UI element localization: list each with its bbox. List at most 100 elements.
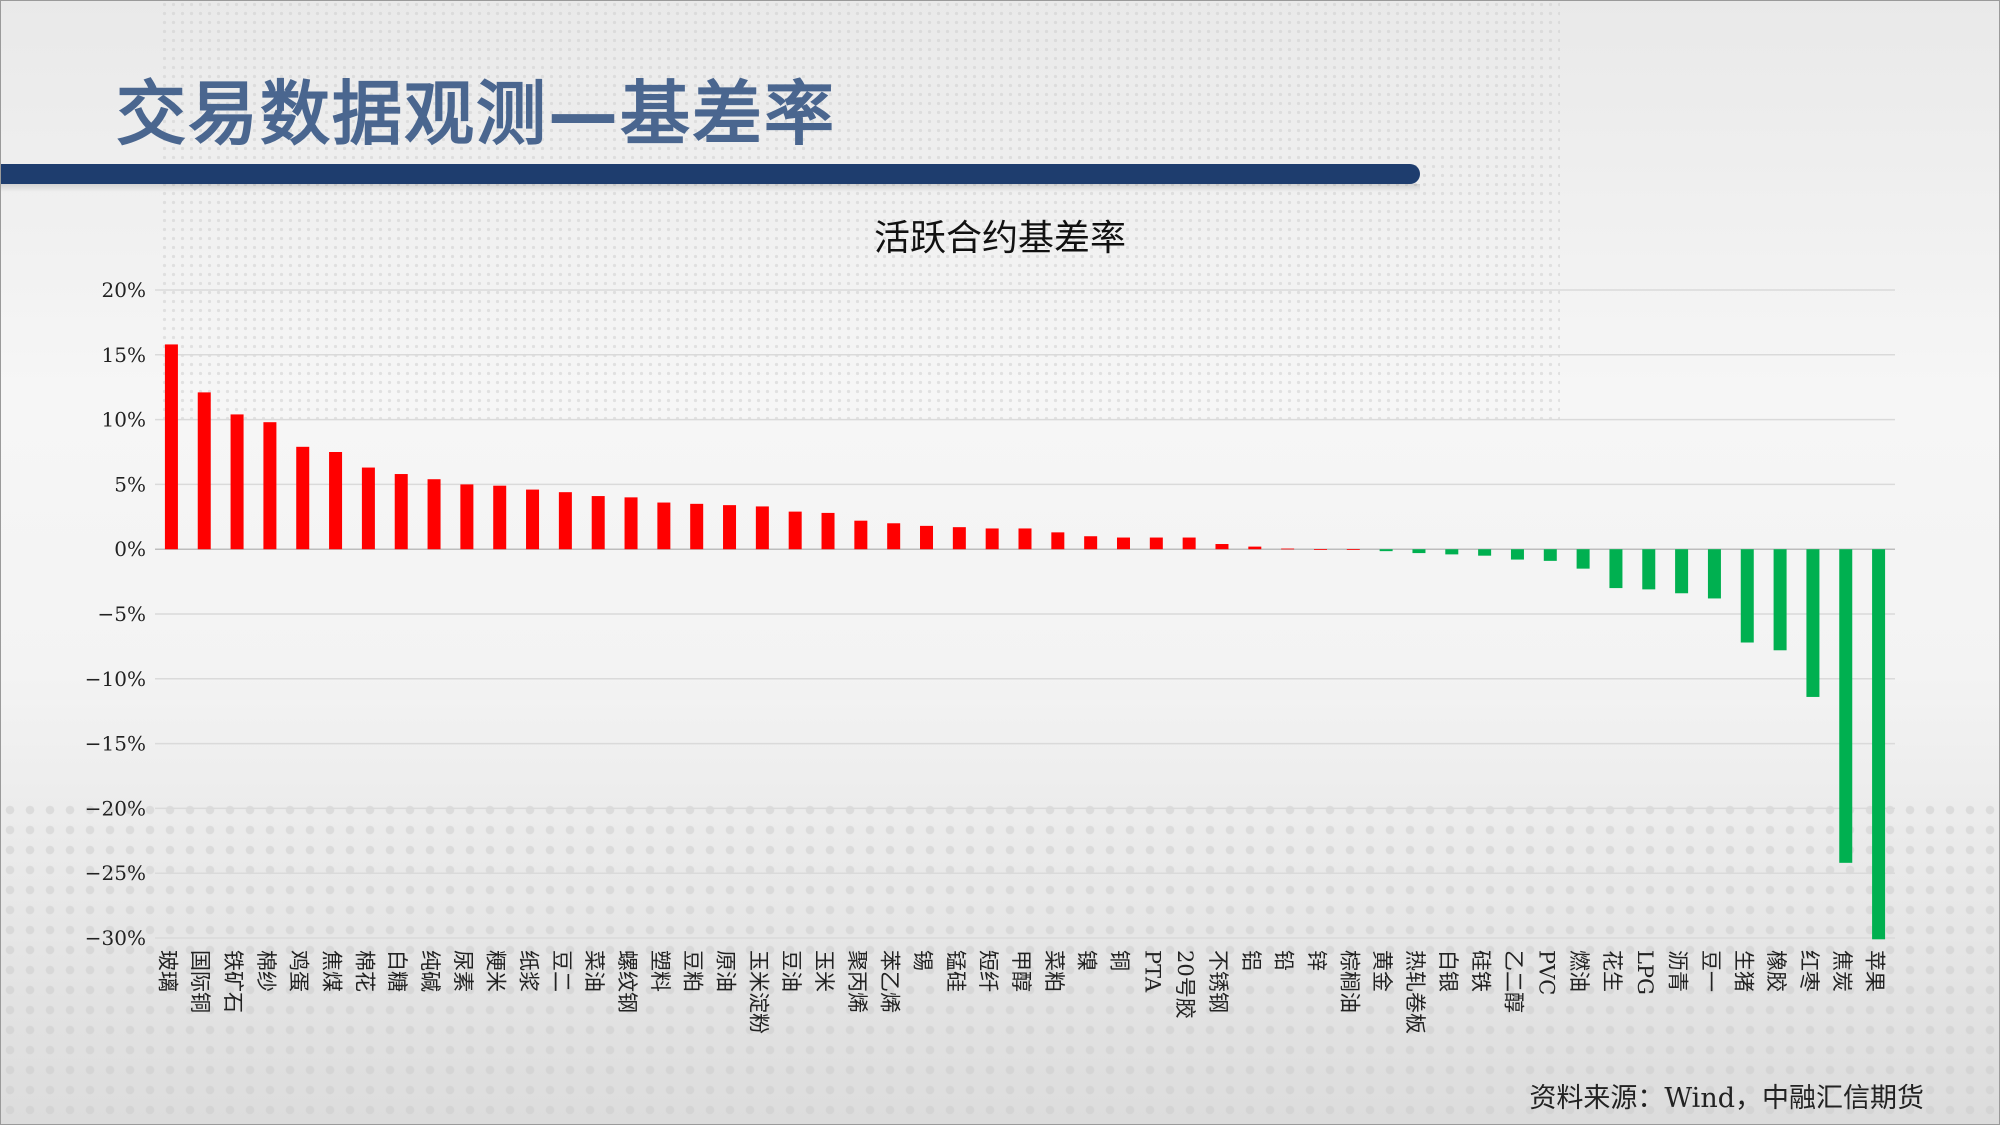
chart-title: 活跃合约基差率 xyxy=(874,218,1126,259)
bar-23 xyxy=(920,525,934,550)
bar-35 xyxy=(1313,549,1327,550)
bar-50 xyxy=(1806,549,1820,697)
x-category-label: 铝 xyxy=(1239,950,1263,971)
x-category-label: 螺纹钢 xyxy=(615,950,639,1013)
x-category-label: 白糖 xyxy=(385,950,409,992)
bar-2 xyxy=(230,414,244,550)
y-tick-label: −25% xyxy=(85,861,146,885)
bar-37 xyxy=(1379,549,1393,552)
x-category-label: PVC xyxy=(1534,950,1558,995)
bar-51 xyxy=(1839,549,1853,863)
bar-6 xyxy=(361,467,375,550)
x-category-label: 红枣 xyxy=(1797,950,1821,992)
x-axis-category-labels: 玻璃 国际铜 铁矿石 棉纱 鸡蛋 焦煤 棉花 白糖 纯碱 尿素 粳米 纸浆 豆二 菜油 螺纹钢 塑料 豆粕 原油玉… xyxy=(155,950,1886,1034)
x-category-label: 不锈钢 xyxy=(1206,950,1230,1013)
bar-34 xyxy=(1281,548,1295,550)
x-category-label: 硅铁 xyxy=(1469,950,1493,992)
background-world-map xyxy=(160,0,1560,420)
bar-14 xyxy=(624,497,638,550)
x-category-label: 铅 xyxy=(1272,950,1296,971)
y-tick-label: −10% xyxy=(85,667,146,691)
x-category-label: 短纤 xyxy=(976,950,1000,992)
x-category-label: 热轧卷板 xyxy=(1403,950,1427,1034)
chart-gridlines xyxy=(155,289,1895,939)
x-category-label: LPG xyxy=(1633,950,1657,995)
header-divider-bar xyxy=(0,164,1420,184)
x-category-label: 锌 xyxy=(1304,950,1328,971)
x-category-label: 玉米 xyxy=(812,950,836,992)
x-category-label: 橡胶 xyxy=(1764,950,1788,992)
x-category-label: 黄金 xyxy=(1370,950,1394,992)
background-dot-pattern xyxy=(0,800,2000,1125)
bar-39 xyxy=(1445,549,1459,555)
bar-28 xyxy=(1084,536,1098,550)
bar-33 xyxy=(1248,546,1262,550)
x-category-label: 铁矿石 xyxy=(221,950,245,1013)
y-tick-label: −30% xyxy=(85,926,146,950)
bar-22 xyxy=(887,523,901,550)
bar-52 xyxy=(1872,549,1886,940)
bar-12 xyxy=(558,492,572,550)
x-category-label: 甲醇 xyxy=(1009,950,1033,992)
bar-4 xyxy=(296,446,310,550)
bar-31 xyxy=(1182,537,1196,550)
x-category-label: 锡 xyxy=(911,950,935,971)
x-category-label: 棕榈油 xyxy=(1337,950,1361,1013)
x-category-label: 塑料 xyxy=(648,950,672,992)
x-category-label: 豆油 xyxy=(779,950,803,992)
bar-38 xyxy=(1412,549,1426,554)
x-category-label: 菜粕 xyxy=(1042,950,1066,992)
x-category-label: 聚丙烯 xyxy=(845,950,869,1013)
header-divider-shadow xyxy=(0,184,1420,192)
x-category-label: 棉花 xyxy=(352,950,376,992)
x-category-label: 纯碱 xyxy=(418,950,442,992)
x-category-label: 焦煤 xyxy=(320,950,344,992)
bar-43 xyxy=(1576,549,1590,569)
x-category-label: 尿素 xyxy=(451,950,475,992)
x-category-label: 玻璃 xyxy=(155,950,179,992)
x-category-label: 沥青 xyxy=(1666,950,1690,992)
bar-15 xyxy=(657,502,671,550)
bar-1 xyxy=(197,392,211,550)
x-category-label: 纸浆 xyxy=(517,950,541,992)
y-tick-label: 10% xyxy=(102,408,146,432)
x-category-label: PTA xyxy=(1140,950,1164,993)
bar-41 xyxy=(1510,549,1524,560)
x-category-label: 苯乙烯 xyxy=(878,950,902,1013)
x-category-label: 乙二醇 xyxy=(1501,950,1525,1013)
x-category-label: 菜油 xyxy=(582,950,606,992)
x-category-label: 棉纱 xyxy=(254,950,278,992)
bar-47 xyxy=(1707,549,1721,599)
x-category-label: 锰硅 xyxy=(943,950,967,992)
chart-bars xyxy=(164,344,1886,940)
source-note: 资料来源：Wind，中融汇信期货 xyxy=(1529,1083,1924,1114)
bar-13 xyxy=(591,496,605,550)
y-tick-label: −20% xyxy=(85,796,146,820)
bar-0 xyxy=(164,344,178,550)
y-tick-label: 15% xyxy=(102,343,146,367)
bar-17 xyxy=(723,505,737,550)
x-category-label: 豆粕 xyxy=(681,950,705,992)
x-category-label: 原油 xyxy=(714,950,738,992)
bar-19 xyxy=(788,511,802,550)
bar-45 xyxy=(1642,549,1656,590)
y-tick-label: 0% xyxy=(114,537,146,561)
bar-8 xyxy=(427,479,441,550)
bar-40 xyxy=(1478,549,1492,556)
x-category-label: 豆一 xyxy=(1698,950,1722,992)
bar-29 xyxy=(1116,537,1130,550)
x-category-label: 花生 xyxy=(1600,950,1624,992)
y-tick-label: 20% xyxy=(102,278,146,302)
y-tick-label: −15% xyxy=(85,732,146,756)
x-category-label: 生猪 xyxy=(1731,950,1755,992)
bar-44 xyxy=(1609,549,1623,589)
x-category-label: 苹果 xyxy=(1863,950,1887,992)
bar-25 xyxy=(985,528,999,550)
bar-16 xyxy=(690,503,704,550)
bar-20 xyxy=(821,512,835,550)
bar-48 xyxy=(1740,549,1754,643)
bar-49 xyxy=(1773,549,1787,651)
x-category-label: 燃油 xyxy=(1567,950,1591,992)
x-category-label: 焦炭 xyxy=(1830,950,1854,992)
bar-21 xyxy=(854,520,868,550)
